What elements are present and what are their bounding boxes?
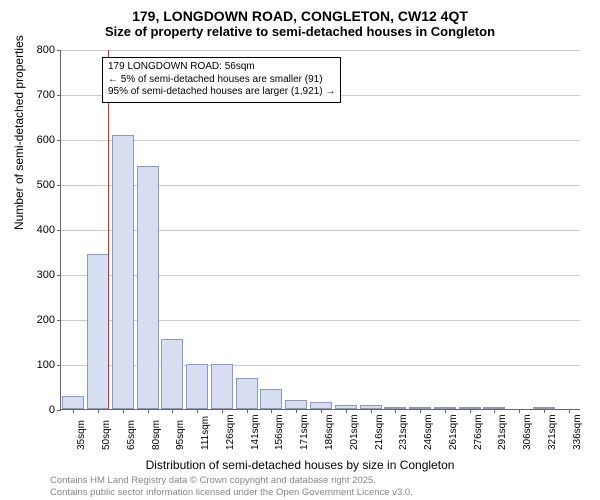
- xtick-label: 201sqm: [349, 414, 360, 450]
- annotation-line: 179 LONGDOWN ROAD: 56sqm: [108, 61, 335, 74]
- chart-container: 179, LONGDOWN ROAD, CONGLETON, CW12 4QT …: [0, 0, 600, 500]
- ytick-label: 500: [37, 179, 55, 191]
- ytick-mark: [57, 50, 61, 51]
- xtick-label: 216sqm: [374, 414, 385, 450]
- ytick-mark: [57, 410, 61, 411]
- ytick-mark: [57, 320, 61, 321]
- ytick-mark: [57, 140, 61, 141]
- histogram-bar: [186, 364, 208, 409]
- xtick-label: 321sqm: [547, 414, 558, 450]
- histogram-bar: [161, 339, 183, 409]
- page-subtitle: Size of property relative to semi-detach…: [0, 24, 600, 43]
- xtick-label: 126sqm: [225, 414, 236, 450]
- ytick-mark: [57, 365, 61, 366]
- ytick-label: 300: [37, 269, 55, 281]
- ytick-label: 400: [37, 224, 55, 236]
- xtick-label: 65sqm: [126, 420, 137, 450]
- xtick-mark: [569, 409, 570, 413]
- xtick-mark: [395, 409, 396, 413]
- xtick-label: 156sqm: [274, 414, 285, 450]
- ytick-label: 100: [37, 359, 55, 371]
- histogram-bar: [87, 254, 109, 409]
- xtick-label: 35sqm: [76, 420, 87, 450]
- xtick-label: 291sqm: [497, 414, 508, 450]
- histogram-bar: [260, 389, 282, 409]
- xtick-mark: [148, 409, 149, 413]
- annotation-line: 95% of semi-detached houses are larger (…: [108, 86, 335, 99]
- xtick-mark: [544, 409, 545, 413]
- histogram-bar: [310, 402, 332, 409]
- ytick-label: 700: [37, 89, 55, 101]
- ytick-mark: [57, 95, 61, 96]
- xtick-label: 186sqm: [324, 414, 335, 450]
- xtick-label: 95sqm: [175, 420, 186, 450]
- histogram-bar: [211, 364, 233, 409]
- xtick-label: 171sqm: [299, 414, 310, 450]
- ytick-label: 600: [37, 134, 55, 146]
- annotation-line: ← 5% of semi-detached houses are smaller…: [108, 74, 335, 87]
- ytick-mark: [57, 275, 61, 276]
- xtick-label: 246sqm: [423, 414, 434, 450]
- xtick-mark: [222, 409, 223, 413]
- histogram-bar: [137, 166, 159, 409]
- y-axis-label: Number of semi-detached properties: [12, 35, 26, 230]
- page-title: 179, LONGDOWN ROAD, CONGLETON, CW12 4QT: [0, 0, 600, 24]
- footer-line: Contains HM Land Registry data © Crown c…: [50, 475, 413, 486]
- ytick-label: 800: [37, 44, 55, 56]
- ytick-label: 200: [37, 314, 55, 326]
- annotation-box: 179 LONGDOWN ROAD: 56sqm ← 5% of semi-de…: [102, 57, 341, 103]
- ytick-mark: [57, 185, 61, 186]
- xtick-label: 80sqm: [151, 420, 162, 450]
- ytick-label: 0: [49, 404, 55, 416]
- xtick-mark: [197, 409, 198, 413]
- xtick-mark: [494, 409, 495, 413]
- histogram-bar: [62, 396, 84, 410]
- xtick-label: 231sqm: [398, 414, 409, 450]
- xtick-label: 111sqm: [200, 416, 211, 450]
- xtick-mark: [519, 409, 520, 413]
- xtick-mark: [470, 409, 471, 413]
- xtick-mark: [371, 409, 372, 413]
- gridline: [61, 50, 580, 51]
- histogram-bar: [236, 378, 258, 410]
- xtick-mark: [346, 409, 347, 413]
- xtick-mark: [172, 409, 173, 413]
- xtick-mark: [420, 409, 421, 413]
- histogram-bar: [285, 400, 307, 409]
- xtick-mark: [321, 409, 322, 413]
- xtick-label: 306sqm: [522, 414, 533, 450]
- xtick-label: 261sqm: [448, 414, 459, 450]
- histogram-bar: [112, 135, 134, 410]
- x-axis-label: Distribution of semi-detached houses by …: [0, 458, 600, 472]
- xtick-label: 50sqm: [101, 420, 112, 450]
- subject-marker-line: [108, 50, 109, 409]
- gridline: [61, 140, 580, 141]
- xtick-mark: [123, 409, 124, 413]
- xtick-mark: [247, 409, 248, 413]
- xtick-label: 276sqm: [473, 414, 484, 450]
- xtick-mark: [98, 409, 99, 413]
- ytick-mark: [57, 230, 61, 231]
- xtick-mark: [445, 409, 446, 413]
- xtick-label: 336sqm: [572, 414, 583, 450]
- xtick-mark: [296, 409, 297, 413]
- xtick-mark: [271, 409, 272, 413]
- footer-line: Contains public sector information licen…: [50, 487, 413, 498]
- plot-area: [60, 50, 580, 410]
- xtick-mark: [73, 409, 74, 413]
- xtick-label: 141sqm: [250, 414, 261, 450]
- footer-attribution: Contains HM Land Registry data © Crown c…: [50, 475, 413, 498]
